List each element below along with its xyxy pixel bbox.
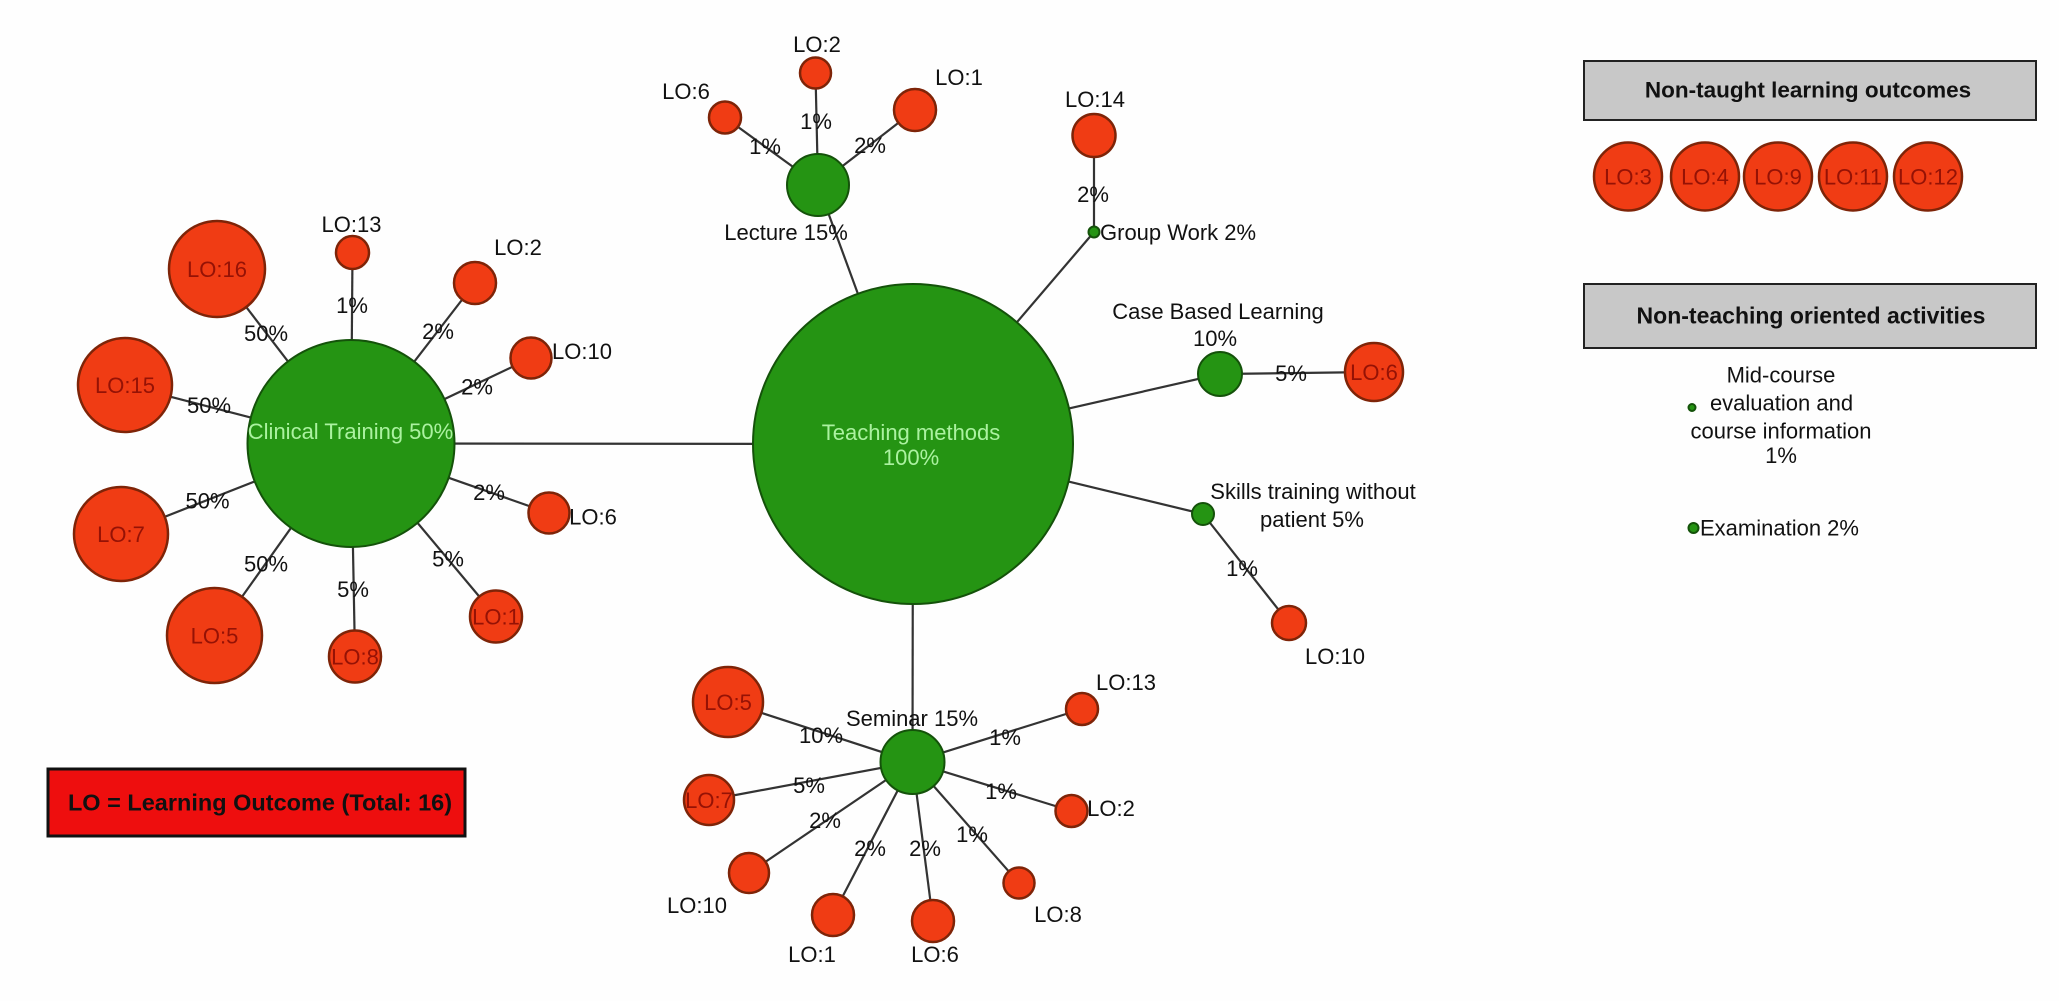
svg-text:10%: 10% xyxy=(799,723,843,748)
svg-text:5%: 5% xyxy=(793,773,825,798)
svg-text:LO:15: LO:15 xyxy=(95,373,155,398)
svg-text:Clinical Training 50%: Clinical Training 50% xyxy=(248,419,453,444)
svg-text:1%: 1% xyxy=(989,725,1021,750)
svg-text:Teaching methods: Teaching methods xyxy=(822,420,1001,445)
svg-text:1%: 1% xyxy=(800,109,832,134)
svg-text:LO = Learning Outcome (Total:: LO = Learning Outcome (Total: 16) xyxy=(68,790,452,816)
svg-text:LO:5: LO:5 xyxy=(191,624,239,649)
svg-text:LO:2: LO:2 xyxy=(494,235,542,260)
svg-text:LO:4: LO:4 xyxy=(1681,165,1729,190)
svg-text:1%: 1% xyxy=(956,822,988,847)
svg-text:5%: 5% xyxy=(432,547,464,572)
svg-text:100%: 100% xyxy=(883,445,939,470)
svg-text:LO:2: LO:2 xyxy=(793,32,841,57)
svg-text:LO:14: LO:14 xyxy=(1065,87,1125,112)
svg-text:Skills training without: Skills training without xyxy=(1210,479,1415,504)
svg-text:LO:6: LO:6 xyxy=(1350,360,1398,385)
svg-text:5%: 5% xyxy=(1275,361,1307,386)
svg-text:1%: 1% xyxy=(1765,443,1797,468)
svg-text:50%: 50% xyxy=(187,393,231,418)
svg-text:2%: 2% xyxy=(854,836,886,861)
svg-text:1%: 1% xyxy=(1226,556,1258,581)
svg-text:LO:13: LO:13 xyxy=(322,212,382,237)
svg-text:Non-taught learning outcomes: Non-taught learning outcomes xyxy=(1645,78,1971,103)
svg-text:LO:1: LO:1 xyxy=(788,942,836,967)
svg-text:2%: 2% xyxy=(909,836,941,861)
svg-text:LO:10: LO:10 xyxy=(667,893,727,918)
svg-text:LO:2: LO:2 xyxy=(1087,796,1135,821)
svg-text:LO:6: LO:6 xyxy=(911,942,959,967)
svg-text:Group Work 2%: Group Work 2% xyxy=(1100,220,1256,245)
svg-text:50%: 50% xyxy=(244,552,288,577)
svg-text:LO:10: LO:10 xyxy=(1305,644,1365,669)
svg-text:LO:12: LO:12 xyxy=(1898,165,1958,190)
svg-text:LO:7: LO:7 xyxy=(97,522,145,547)
svg-text:LO:8: LO:8 xyxy=(1034,902,1082,927)
svg-text:LO:9: LO:9 xyxy=(1754,165,1802,190)
svg-text:LO:16: LO:16 xyxy=(187,257,247,282)
svg-text:50%: 50% xyxy=(244,321,288,346)
svg-text:LO:1: LO:1 xyxy=(935,65,983,90)
svg-text:1%: 1% xyxy=(985,779,1017,804)
svg-text:LO:13: LO:13 xyxy=(1096,670,1156,695)
svg-text:LO:7: LO:7 xyxy=(685,788,733,813)
svg-text:2%: 2% xyxy=(854,133,886,158)
svg-text:LO:6: LO:6 xyxy=(569,505,617,530)
svg-text:course information: course information xyxy=(1691,419,1872,444)
svg-text:5%: 5% xyxy=(337,577,369,602)
svg-text:2%: 2% xyxy=(461,375,493,400)
svg-text:50%: 50% xyxy=(185,489,229,514)
svg-text:LO:8: LO:8 xyxy=(331,645,379,670)
svg-text:Mid-course: Mid-course xyxy=(1727,363,1836,388)
svg-text:LO:10: LO:10 xyxy=(552,339,612,364)
svg-text:LO:1: LO:1 xyxy=(472,605,520,630)
svg-text:Seminar 15%: Seminar 15% xyxy=(846,706,978,731)
svg-text:2%: 2% xyxy=(809,808,841,833)
svg-text:LO:11: LO:11 xyxy=(1824,165,1882,190)
svg-text:1%: 1% xyxy=(336,293,368,318)
svg-text:patient 5%: patient 5% xyxy=(1260,507,1364,532)
svg-text:1%: 1% xyxy=(749,134,781,159)
svg-text:Case Based Learning: Case Based Learning xyxy=(1112,299,1324,324)
svg-text:LO:6: LO:6 xyxy=(662,79,710,104)
svg-text:2%: 2% xyxy=(1077,182,1109,207)
svg-text:10%: 10% xyxy=(1193,326,1237,351)
svg-text:LO:3: LO:3 xyxy=(1604,165,1652,190)
svg-text:LO:5: LO:5 xyxy=(704,690,752,715)
svg-text:2%: 2% xyxy=(422,319,454,344)
svg-text:evaluation and: evaluation and xyxy=(1710,391,1853,416)
svg-text:Examination 2%: Examination 2% xyxy=(1700,516,1859,541)
svg-text:Lecture 15%: Lecture 15% xyxy=(724,220,848,245)
svg-text:Non-teaching oriented activiti: Non-teaching oriented activities xyxy=(1637,303,1986,329)
svg-text:2%: 2% xyxy=(473,480,505,505)
